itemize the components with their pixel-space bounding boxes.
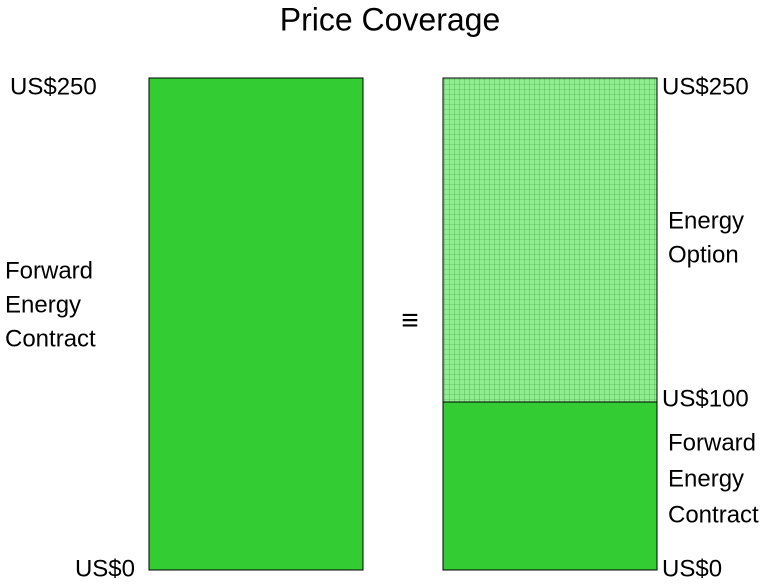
equivalence: ≡ bbox=[401, 304, 419, 337]
upper-name-line: Energy bbox=[668, 207, 744, 234]
left-name-line: Forward bbox=[5, 257, 93, 284]
right-bottom-label: US$0 bbox=[662, 555, 722, 582]
upper-name-line: Option bbox=[668, 241, 739, 268]
right-top-label: US$250 bbox=[662, 73, 749, 100]
lower-name-line: Energy bbox=[668, 465, 744, 492]
left-bar bbox=[148, 77, 364, 571]
left-top-label: US$250 bbox=[10, 73, 97, 100]
lower-name-line: Contract bbox=[668, 501, 759, 528]
left-name-line: Contract bbox=[5, 325, 96, 352]
left-name-line: Energy bbox=[5, 291, 81, 318]
left-bottom-label: US$0 bbox=[75, 555, 135, 582]
option-segment bbox=[442, 77, 658, 403]
title: Price Coverage bbox=[280, 1, 501, 37]
forward-segment bbox=[442, 401, 658, 571]
lower-name-line: Forward bbox=[668, 429, 756, 456]
right-mid-label: US$100 bbox=[662, 385, 749, 412]
